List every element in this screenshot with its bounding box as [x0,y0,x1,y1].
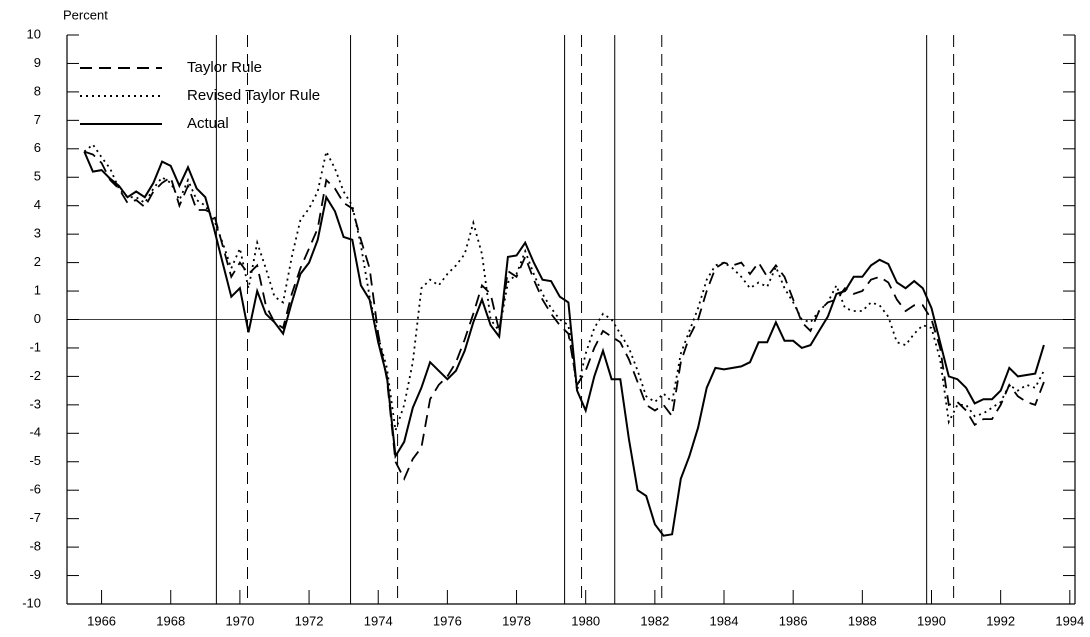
x-tick-label: 1984 [710,613,739,628]
y-axis-label: Percent [63,7,108,22]
legend: Taylor Rule Revised Taylor Rule Actual [80,59,320,132]
y-tick-label: -8 [29,539,41,554]
x-tick-label: 1968 [156,613,185,628]
y-tick-label: -3 [29,396,41,411]
series-line [83,143,1045,431]
y-tick-label: 0 [34,311,41,326]
y-tick-label: -4 [29,425,41,440]
x-tick-label: 1966 [87,613,116,628]
y-tick-label: 6 [34,140,41,155]
x-tick-label: 1980 [571,613,600,628]
y-tick-label: 1 [34,282,41,297]
x-tick-label: 1992 [986,613,1015,628]
y-tick-label: 10 [27,26,41,41]
y-tick-label: -2 [29,368,41,383]
y-tick-label: -7 [29,510,41,525]
x-tick-label: 1986 [779,613,808,628]
x-tick-label: 1982 [640,613,669,628]
series-line [84,150,1045,481]
x-tick-label: 1988 [848,613,877,628]
y-tick-label: 5 [34,169,41,184]
x-tick-label: 1976 [433,613,462,628]
y-tick-label: 2 [34,254,41,269]
legend-label: Actual [187,115,229,132]
y-tick-label: -5 [29,453,41,468]
y-tick-label: 8 [34,83,41,98]
legend-label: Taylor Rule [187,59,262,76]
x-tick-label: 1978 [502,613,531,628]
y-tick-label: 4 [34,197,41,212]
y-tick-label: 9 [34,55,41,70]
y-tick-label: 7 [34,112,41,127]
y-tick-label: -10 [22,595,41,610]
y-tick-label: 3 [34,226,41,241]
x-tick-label: 1994 [1055,613,1084,628]
x-tick-label: 1972 [295,613,324,628]
legend-label: Revised Taylor Rule [187,87,320,104]
series-line [83,151,1045,537]
y-tick-label: -1 [29,339,41,354]
y-tick-label: -6 [29,482,41,497]
x-tick-label: 1970 [225,613,254,628]
x-tick-label: 1974 [364,613,393,628]
y-tick-label: -9 [29,567,41,582]
x-tick-label: 1990 [917,613,946,628]
